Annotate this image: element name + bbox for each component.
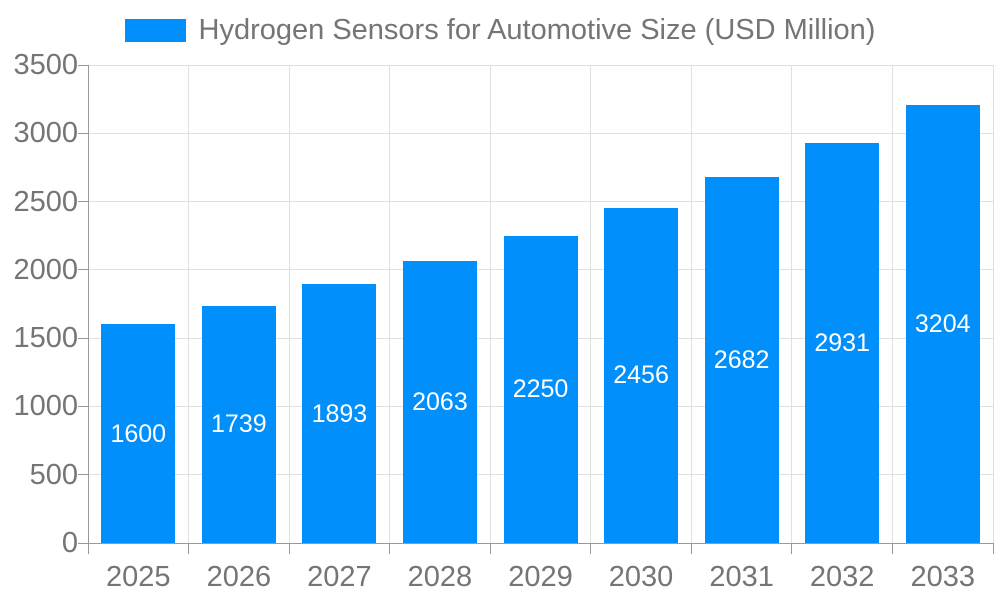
- bar-2027[interactable]: [302, 284, 377, 543]
- bar-2025[interactable]: [101, 324, 176, 543]
- x-axis-tick: [489, 543, 491, 554]
- y-axis-tick: [78, 64, 88, 66]
- bar-2026[interactable]: [201, 305, 276, 543]
- bar-value-label: 1739: [211, 410, 267, 439]
- gridline-vertical: [791, 65, 793, 543]
- gridline-vertical: [590, 65, 592, 543]
- bar-2028[interactable]: [402, 261, 477, 543]
- bar-value-label: 2250: [512, 375, 569, 404]
- x-axis-tick: [690, 543, 692, 554]
- x-axis-label: 2031: [709, 561, 774, 593]
- y-axis-label: 2500: [13, 185, 78, 218]
- gridline-horizontal: [88, 64, 993, 66]
- gridline-vertical: [489, 65, 491, 543]
- y-axis-tick: [78, 201, 88, 203]
- y-axis-label: 500: [29, 458, 78, 491]
- x-axis-label: 2025: [106, 561, 171, 593]
- legend-label: Hydrogen Sensors for Automotive Size (US…: [198, 14, 876, 46]
- x-axis-tick: [389, 543, 391, 554]
- bar-value-label: 2931: [814, 328, 870, 357]
- legend[interactable]: Hydrogen Sensors for Automotive Size (US…: [0, 13, 1000, 47]
- y-axis-label: 0: [61, 527, 78, 559]
- y-axis-label: 3000: [13, 117, 78, 150]
- gridline-vertical: [389, 65, 391, 543]
- x-axis-label: 2029: [508, 561, 573, 593]
- x-axis-tick: [891, 543, 893, 554]
- bar-value-label: 3204: [914, 310, 971, 339]
- y-axis-tick: [78, 269, 88, 271]
- x-axis-tick: [791, 543, 793, 554]
- bar-value-label: 1893: [311, 399, 368, 428]
- x-axis-label: 2032: [809, 561, 875, 593]
- gridline-vertical: [891, 65, 893, 543]
- gridline-horizontal: [88, 132, 993, 134]
- gridline-vertical: [188, 65, 190, 543]
- x-axis-tick: [590, 543, 592, 554]
- gridline-vertical: [690, 65, 692, 543]
- bar-value-label: 2682: [713, 345, 770, 374]
- x-axis-tick: [288, 543, 290, 554]
- bar-value-label: 2456: [613, 361, 669, 390]
- x-axis-label: 2027: [307, 561, 372, 593]
- y-axis-label: 1000: [13, 390, 78, 423]
- gridline-horizontal: [88, 201, 993, 203]
- y-axis-tick: [78, 542, 88, 544]
- gridline-vertical: [288, 65, 290, 543]
- x-axis-line: [88, 542, 993, 544]
- bar-value-label: 1600: [110, 419, 167, 448]
- y-axis-label: 2000: [13, 253, 78, 286]
- x-axis-tick: [87, 543, 89, 554]
- x-axis-label: 2026: [206, 561, 272, 593]
- x-axis-tick: [188, 543, 190, 554]
- y-axis-tick: [78, 132, 88, 134]
- x-axis-label: 2028: [407, 561, 473, 593]
- x-axis-label: 2030: [608, 561, 674, 593]
- y-axis-line: [87, 65, 89, 543]
- bar-2031[interactable]: [704, 176, 779, 543]
- bar-2030[interactable]: [604, 207, 679, 543]
- y-axis-tick: [78, 337, 88, 339]
- y-axis-tick: [78, 474, 88, 476]
- bar-2029[interactable]: [503, 235, 578, 543]
- x-axis-tick: [992, 543, 994, 554]
- bar-2032[interactable]: [805, 142, 880, 543]
- gridline-vertical: [992, 65, 994, 543]
- y-axis-label: 1500: [13, 322, 78, 355]
- bar-value-label: 2063: [412, 388, 468, 417]
- y-axis-tick: [78, 405, 88, 407]
- x-axis-label: 2033: [910, 561, 975, 593]
- bar-2033[interactable]: [905, 105, 980, 543]
- y-axis-label: 3500: [13, 49, 78, 81]
- legend-swatch: [124, 18, 186, 42]
